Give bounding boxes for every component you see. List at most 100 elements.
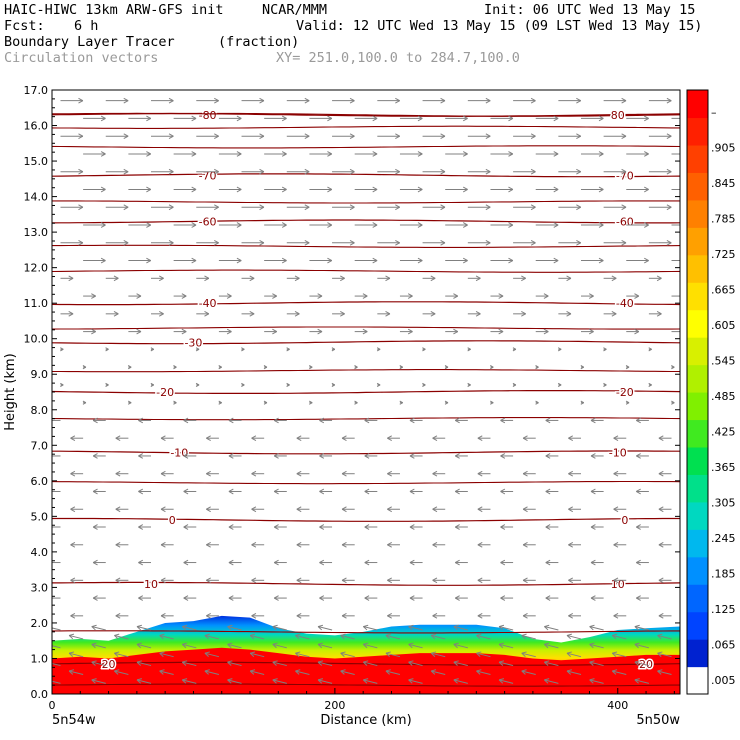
- circulation-vector: [151, 133, 174, 140]
- circulation-vector: [332, 239, 355, 246]
- circulation-vector: [498, 642, 514, 649]
- circulation-vector: [648, 275, 662, 282]
- circulation-vector: [173, 115, 197, 122]
- circulation-vector: [340, 633, 355, 640]
- circulation-vector: [308, 365, 313, 370]
- y-tick-label: 4.0: [31, 546, 49, 559]
- circulation-vector: [354, 151, 378, 157]
- circulation-vector: [52, 453, 61, 459]
- circulation-vector: [408, 624, 423, 631]
- circulation-vector: [264, 222, 287, 228]
- circulation-vector: [558, 310, 572, 317]
- circulation-vector: [136, 678, 152, 684]
- circulation-vector: [241, 347, 245, 352]
- circulation-vector: [227, 678, 242, 684]
- circulation-vector: [82, 365, 87, 370]
- circulation-vector: [648, 204, 672, 211]
- circulation-vector: [331, 347, 336, 352]
- colorbar-segment: [687, 446, 708, 475]
- circulation-vector: [377, 133, 400, 140]
- circulation-vector: [558, 239, 582, 246]
- colorbar-segment: [687, 529, 708, 558]
- circulation-vector: [399, 222, 423, 228]
- circulation-vector: [545, 559, 559, 566]
- circulation-vector: [115, 541, 129, 548]
- model-title: HAIC-HIWC 13km ARW-GFS init: [4, 2, 224, 18]
- circulation-vector: [500, 417, 514, 424]
- circulation-vector: [91, 678, 106, 684]
- circulation-vector: [251, 435, 265, 442]
- circulation-vector: [251, 506, 265, 513]
- circulation-vector: [634, 660, 650, 667]
- colorbar-label: .725: [711, 248, 736, 261]
- circulation-vector: [613, 612, 627, 619]
- circulation-vector: [568, 577, 581, 584]
- isoline: [52, 480, 680, 485]
- circulation-vector: [128, 222, 152, 228]
- circulation-vector: [114, 669, 129, 675]
- contour-label: -40: [199, 297, 217, 310]
- y-tick-label: 14.0: [24, 191, 49, 204]
- circulation-vector: [445, 186, 468, 193]
- circulation-vector: [296, 506, 310, 513]
- temperature-contour: [52, 112, 680, 117]
- circulation-vector: [128, 257, 152, 264]
- circulation-vector: [558, 133, 582, 140]
- circulation-vector: [286, 239, 310, 246]
- y-tick-label: 9.0: [31, 368, 49, 381]
- circulation-vector: [636, 559, 649, 566]
- colorbar-segment: [687, 666, 708, 695]
- circulation-vector: [218, 151, 242, 157]
- circulation-vector: [558, 168, 582, 175]
- y-tick-label: 5.0: [31, 510, 49, 523]
- circulation-vector: [476, 633, 491, 640]
- circulation-vector: [603, 382, 607, 387]
- circulation-vector: [364, 559, 378, 566]
- circulation-vector: [138, 595, 152, 601]
- circulation-vector: [52, 417, 61, 424]
- circulation-vector: [218, 293, 232, 299]
- circulation-vector: [603, 275, 617, 282]
- circulation-vector: [91, 660, 106, 667]
- circulation-vector: [92, 559, 106, 566]
- circulation-vector: [467, 239, 491, 246]
- circulation-vector: [364, 417, 378, 424]
- circulation-vector: [387, 577, 400, 584]
- circulation-vector: [60, 97, 84, 104]
- colorbar-label: .485: [711, 390, 736, 403]
- circulation-vector: [490, 400, 494, 405]
- circulation-vector: [611, 651, 627, 658]
- circulation-vector: [264, 151, 287, 157]
- colorbar-segment: [687, 584, 708, 613]
- colorbar-label: .425: [711, 426, 736, 439]
- circulation-vector: [603, 239, 627, 246]
- circulation-vector: [83, 293, 96, 299]
- circulation-vector: [671, 260, 680, 262]
- circulation-vector: [249, 633, 265, 640]
- circulation-vector: [70, 541, 84, 548]
- circulation-vector: [92, 524, 106, 530]
- circulation-vector: [603, 133, 627, 140]
- circulation-vector: [513, 204, 536, 211]
- circulation-vector: [362, 678, 378, 684]
- colorbar-segment: [687, 309, 708, 338]
- circulation-vector: [658, 577, 672, 584]
- circulation-vector: [590, 559, 604, 566]
- circulation-vector: [409, 559, 423, 566]
- circulation-vector: [115, 612, 129, 619]
- circulation-vector: [513, 133, 536, 140]
- circulation-vector: [522, 435, 536, 442]
- circulation-vector: [545, 417, 559, 424]
- circulation-vector: [286, 382, 290, 387]
- circulation-vector: [151, 310, 164, 317]
- circulation-vector: [206, 506, 219, 513]
- circulation-vector: [195, 347, 200, 352]
- circulation-vector: [671, 400, 675, 405]
- circulation-vector: [340, 669, 355, 675]
- circulation-vector: [332, 133, 355, 140]
- contour-label: 20: [102, 658, 116, 671]
- cross-section-endpoints: XY= 251.0,100.0 to 284.7,100.0: [276, 50, 520, 66]
- circulation-vector: [377, 275, 391, 282]
- colorbar-segment: [687, 199, 708, 228]
- circulation-vector: [150, 382, 155, 387]
